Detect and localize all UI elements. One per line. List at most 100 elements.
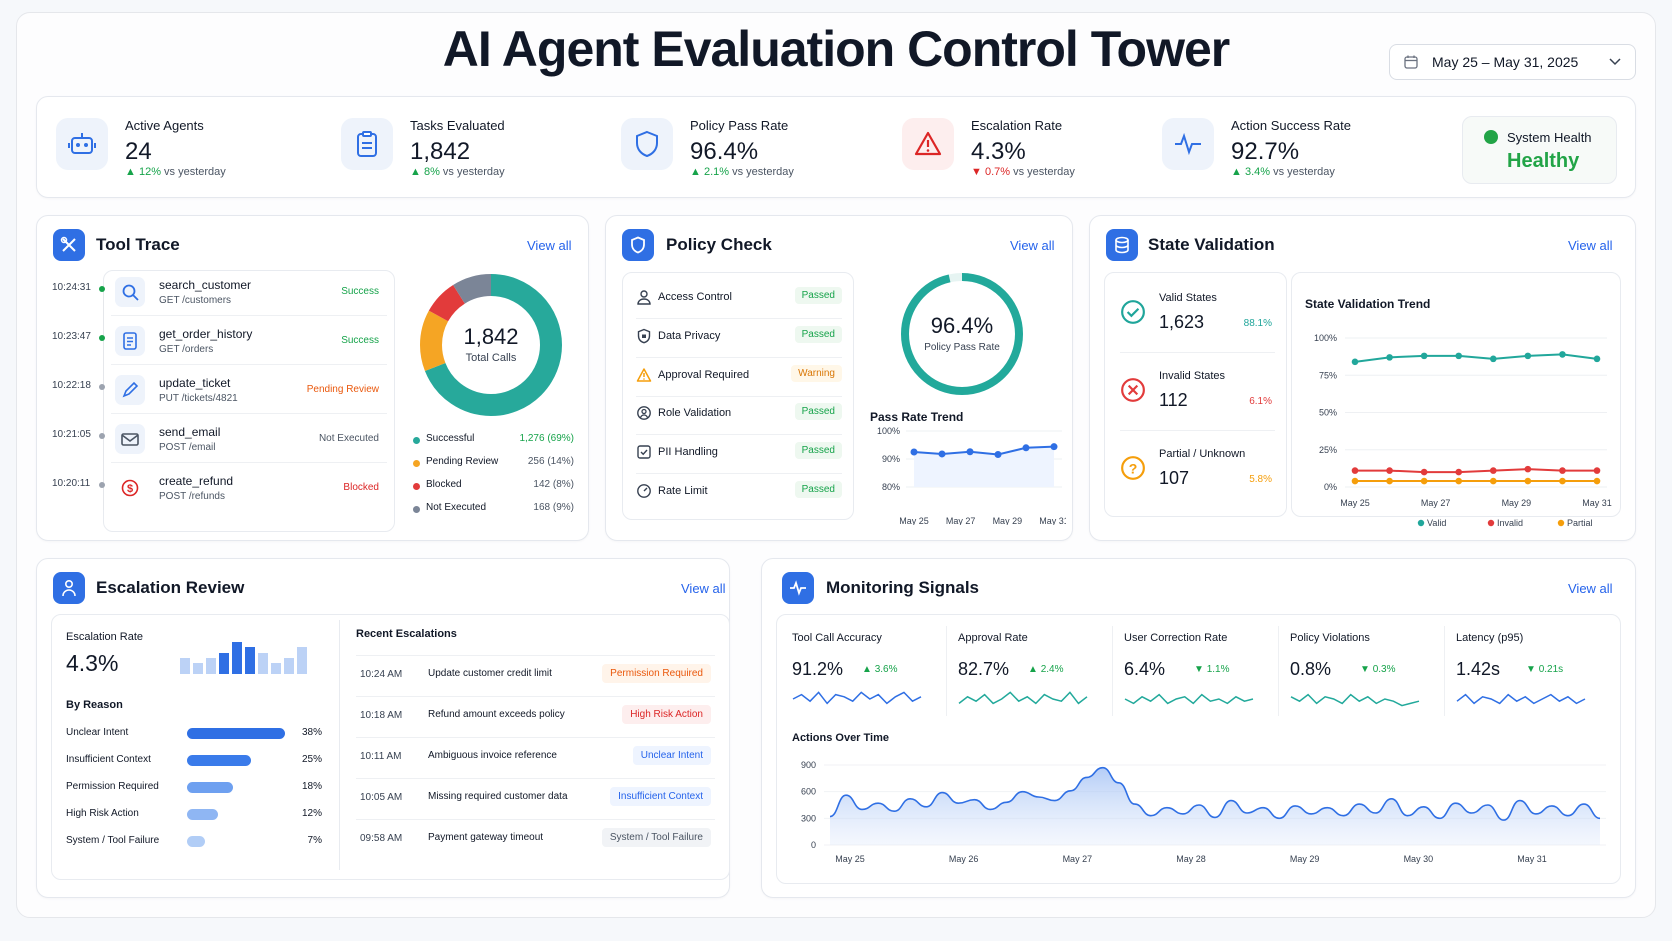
series-point xyxy=(1489,467,1497,474)
call-name: get_order_history xyxy=(159,327,253,341)
state-label: Invalid States xyxy=(1159,370,1226,382)
legend-pct: (8%) xyxy=(552,479,574,490)
policy-status-badge: Passed xyxy=(794,287,842,304)
recent-escalation-row[interactable]: 10:18 AM Refund amount exceeds policy High… xyxy=(356,696,715,732)
clipboard-icon xyxy=(341,118,393,170)
policy-row[interactable]: Role Validation Passed xyxy=(636,403,842,436)
trend-line xyxy=(913,445,1055,456)
tool-call-row[interactable]: search_customer GET /customers Success xyxy=(111,274,387,316)
signal-delta: ▼ 1.1% xyxy=(1194,664,1229,675)
signal-divider xyxy=(1112,626,1113,716)
monitoring-signals-title: Monitoring Signals xyxy=(826,578,979,597)
policy-row[interactable]: Access Control Passed xyxy=(636,287,842,319)
recent-escalation-row[interactable]: 09:58 AM Payment gateway timeout System / … xyxy=(356,819,715,855)
system-health-value: Healthy xyxy=(1507,150,1580,172)
x-circle-icon xyxy=(1120,377,1146,403)
escalation-mini-bar xyxy=(297,647,307,674)
arrow-up-icon: ▲ xyxy=(410,166,424,178)
legend-dot xyxy=(413,460,420,467)
tool-trace-view-all-link[interactable]: View all xyxy=(527,238,572,253)
x-tick-label: May 29 xyxy=(1290,854,1320,864)
user-lock-icon xyxy=(636,289,652,305)
y-tick-label: 900 xyxy=(801,760,816,770)
kpi-label: Tasks Evaluated xyxy=(410,118,505,133)
x-tick-label: May 27 xyxy=(1421,498,1451,508)
policy-check-view-all-link[interactable]: View all xyxy=(1010,238,1055,253)
policy-label: Data Privacy xyxy=(658,329,721,342)
state-validation-view-all-link[interactable]: View all xyxy=(1568,238,1613,253)
reason-bar xyxy=(187,755,252,766)
actions-line xyxy=(829,766,1601,821)
question-circle-icon: ? xyxy=(1120,455,1146,481)
state-pct: 6.1% xyxy=(1249,396,1272,407)
y-tick-label: 0 xyxy=(811,840,816,850)
kpi-delta-text: vs yesterday xyxy=(732,166,794,178)
state-label: Valid States xyxy=(1159,292,1217,304)
call-time: 10:24:31 xyxy=(52,282,91,293)
signal-label: Tool Call Accuracy xyxy=(792,632,882,644)
recent-escalations-title: Recent Escalations xyxy=(356,628,457,640)
call-status: Not Executed xyxy=(318,433,379,444)
x-tick-label: May 31 xyxy=(1582,498,1612,508)
legend-value: 256 (14%) xyxy=(528,456,574,467)
x-tick-label: May 31 xyxy=(1517,854,1547,864)
call-endpoint: POST /email xyxy=(159,442,216,453)
document-icon xyxy=(115,326,145,356)
signal-label: Policy Violations xyxy=(1290,632,1370,644)
legend-dot xyxy=(413,506,420,513)
policy-row[interactable]: PII Handling Passed xyxy=(636,442,842,475)
series-point xyxy=(1489,477,1497,485)
policy-status-badge: Warning xyxy=(791,364,842,382)
kpi-delta-text: vs yesterday xyxy=(442,166,505,178)
gauge-arc xyxy=(901,273,1023,395)
series-point xyxy=(1593,477,1601,485)
policy-row[interactable]: Data Privacy Passed xyxy=(636,325,842,358)
reason-pct: 18% xyxy=(301,781,322,792)
tool-calls-donut xyxy=(420,274,562,416)
gauge-icon xyxy=(636,483,652,499)
y-tick-label: 300 xyxy=(801,813,816,823)
kpi-label: Action Success Rate xyxy=(1231,118,1351,133)
legend-value: 1,276 (69%) xyxy=(520,433,575,444)
gauge-label: Policy Pass Rate xyxy=(924,342,1000,353)
tool-call-row[interactable]: send_email POST /email Not Executed xyxy=(111,421,387,463)
legend-dot xyxy=(413,483,420,490)
escalation-mini-bar xyxy=(232,642,242,674)
reason-bar xyxy=(187,809,218,820)
warning-icon xyxy=(902,118,954,170)
call-time: 10:22:18 xyxy=(52,380,91,391)
date-range-picker[interactable]: May 25 – May 31, 2025 xyxy=(1389,44,1636,80)
call-status: Blocked xyxy=(343,482,379,493)
escalation-mini-bar xyxy=(193,663,203,674)
series-point xyxy=(1386,354,1393,361)
recent-escalation-row[interactable]: 10:05 AM Missing required customer data In… xyxy=(356,778,715,814)
escalation-time: 10:05 AM xyxy=(360,792,403,803)
policy-status-badge: Passed xyxy=(794,325,842,343)
recent-escalation-row[interactable]: 10:24 AM Update customer credit limit Perm… xyxy=(356,655,715,691)
tool-call-row[interactable]: $ create_refund POST /refunds Blocked xyxy=(111,470,387,512)
signal-label: User Correction Rate xyxy=(1124,632,1228,644)
series-point xyxy=(1593,467,1601,474)
policy-check-title: Policy Check xyxy=(666,235,772,254)
y-tick-label: 75% xyxy=(1319,370,1337,380)
tool-call-row[interactable]: get_order_history GET /orders Success xyxy=(111,323,387,365)
y-tick-label: 80% xyxy=(882,482,900,492)
recent-escalation-row[interactable]: 10:11 AM Ambiguous invoice reference Uncle… xyxy=(356,737,715,773)
series-point xyxy=(1455,477,1463,485)
x-tick-label: May 25 xyxy=(899,516,929,525)
escalation-time: 10:11 AM xyxy=(360,751,402,762)
policy-row[interactable]: Approval Required Warning xyxy=(636,364,842,397)
tool-call-row[interactable]: update_ticket PUT /tickets/4821 Pending Re… xyxy=(111,372,387,414)
kpi-label: Active Agents xyxy=(125,118,204,133)
policy-row[interactable]: Rate Limit Passed xyxy=(636,481,842,513)
signal-sparkline xyxy=(1456,693,1586,705)
donut-slice xyxy=(420,274,562,416)
x-tick-label: May 29 xyxy=(993,516,1023,525)
legend-count: 168 xyxy=(533,502,551,513)
kpi-delta: ▲ 2.1% vs yesterday xyxy=(690,166,794,178)
timeline-dot xyxy=(99,384,105,390)
escalation-view-all-link[interactable]: View all xyxy=(681,581,726,596)
monitoring-view-all-link[interactable]: View all xyxy=(1568,581,1613,596)
escalation-rate-value: 4.3% xyxy=(66,650,119,676)
call-name: create_refund xyxy=(159,474,234,488)
